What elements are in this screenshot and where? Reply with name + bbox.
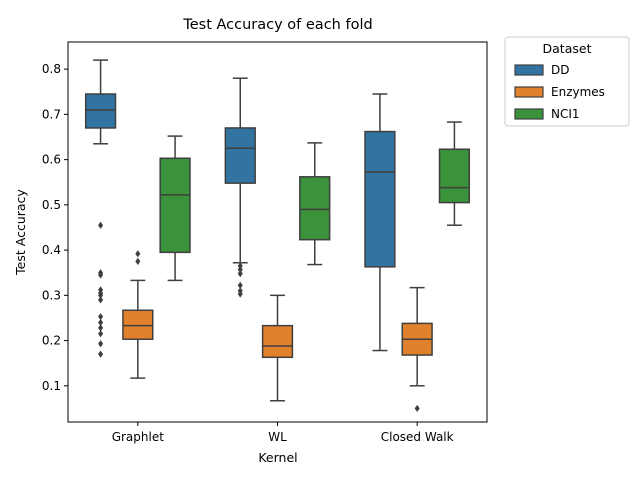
legend-label: NCI1 <box>551 107 580 121</box>
box-dd-graphlet <box>84 59 117 358</box>
box-enzymes-closed-walk <box>401 286 433 413</box>
y-tick-label: 0.5 <box>42 198 61 212</box>
y-tick-label: 0.8 <box>42 62 61 76</box>
box-dd-wl <box>224 77 256 298</box>
outlier-point <box>237 265 243 274</box>
legend-label: Enzymes <box>551 85 605 99</box>
box-enzymes-graphlet <box>122 250 154 379</box>
outlier-point <box>98 271 104 279</box>
legend-swatch <box>514 86 544 98</box>
box-body <box>84 93 117 129</box>
x-tick-label: Closed Walk <box>381 430 454 444</box>
x-axis-label: Kernel <box>258 450 297 465</box>
outlier-point <box>414 404 420 413</box>
box-dd-closed-walk <box>364 93 396 352</box>
box-body <box>159 157 191 254</box>
outlier-point <box>237 281 243 289</box>
outlier-point <box>237 270 243 278</box>
outlier-point <box>135 250 141 258</box>
outlier-point <box>98 291 104 299</box>
y-axis-label: Test Accuracy <box>13 189 28 276</box>
plot-area <box>84 59 471 413</box>
outlier-point <box>98 324 104 332</box>
legend-title: Dataset <box>543 41 592 56</box>
legend-item-enzymes: Enzymes <box>514 85 605 99</box>
y-tick-label: 0.3 <box>42 288 61 302</box>
box-body <box>122 309 154 340</box>
legend-swatch <box>514 64 544 76</box>
box-body <box>299 176 331 241</box>
box-nci1-graphlet <box>159 135 191 282</box>
y-tick-label: 0.1 <box>42 379 61 393</box>
legend-item-nci1: NCI1 <box>514 107 580 121</box>
outlier-point <box>237 290 243 298</box>
box-body <box>261 324 294 359</box>
box-nci1-wl <box>299 142 331 266</box>
legend-items: DD Enzymes NCI1 <box>514 63 605 121</box>
x-tick-label: WL <box>268 430 287 444</box>
outlier-point <box>98 330 104 338</box>
outlier-point <box>98 221 104 229</box>
outlier-point <box>98 340 104 348</box>
y-tick-label: 0.2 <box>42 334 61 348</box>
outlier-point <box>98 296 104 304</box>
legend-frame <box>504 36 630 127</box>
x-tick-label: Graphlet <box>112 430 165 444</box>
box-nci1-closed-walk <box>438 121 471 226</box>
box-enzymes-wl <box>261 294 294 402</box>
outlier-point <box>98 312 104 321</box>
outlier-point <box>237 262 243 270</box>
legend-item-dd: DD <box>514 63 569 77</box>
y-tick-label: 0.7 <box>42 107 61 121</box>
y-tick-label: 0.6 <box>42 153 61 167</box>
legend-label: DD <box>551 63 569 77</box>
box-body <box>364 130 396 268</box>
outlier-point <box>98 350 104 358</box>
legend: Dataset DD Enzymes NCI1 <box>504 36 630 127</box>
y-tick-label: 0.4 <box>42 243 61 257</box>
x-axis: Graphlet WL Closed Walk <box>112 422 454 444</box>
outlier-point <box>98 318 104 327</box>
box-body <box>438 148 471 204</box>
box-body <box>224 127 256 184</box>
outlier-point <box>135 257 141 266</box>
chart-title: Test Accuracy of each fold <box>182 17 372 33</box>
legend-swatch <box>514 108 544 120</box>
y-axis: 0.1 0.2 0.3 0.4 0.5 0.6 0.7 0.8 <box>42 62 68 393</box>
